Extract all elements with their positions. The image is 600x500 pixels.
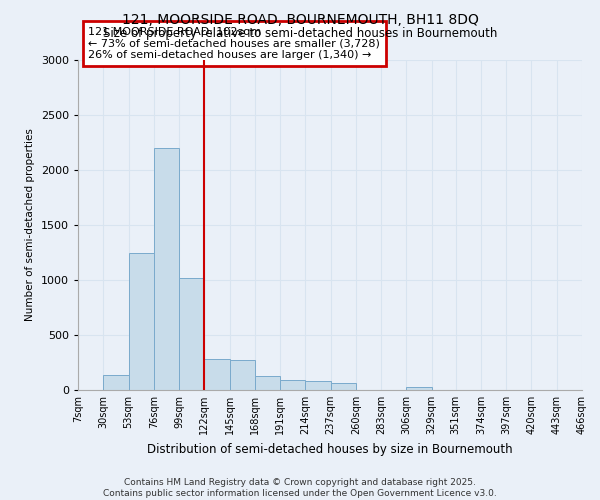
Bar xyxy=(406,387,431,390)
Bar xyxy=(331,384,356,390)
Bar xyxy=(179,278,204,390)
Bar xyxy=(103,374,128,390)
Bar xyxy=(280,380,305,390)
X-axis label: Distribution of semi-detached houses by size in Bournemouth: Distribution of semi-detached houses by … xyxy=(147,442,513,456)
Text: 121, MOORSIDE ROAD, BOURNEMOUTH, BH11 8DQ: 121, MOORSIDE ROAD, BOURNEMOUTH, BH11 8D… xyxy=(122,12,478,26)
Text: Contains HM Land Registry data © Crown copyright and database right 2025.
Contai: Contains HM Land Registry data © Crown c… xyxy=(103,478,497,498)
Bar xyxy=(204,359,230,390)
Bar xyxy=(230,360,255,390)
Text: Size of property relative to semi-detached houses in Bournemouth: Size of property relative to semi-detach… xyxy=(103,28,497,40)
Text: 121 MOORSIDE ROAD: 102sqm
← 73% of semi-detached houses are smaller (3,728)
26% : 121 MOORSIDE ROAD: 102sqm ← 73% of semi-… xyxy=(88,27,380,60)
Bar xyxy=(255,376,280,390)
Bar xyxy=(305,381,331,390)
Bar xyxy=(128,252,154,390)
Y-axis label: Number of semi-detached properties: Number of semi-detached properties xyxy=(25,128,35,322)
Bar xyxy=(154,148,179,390)
